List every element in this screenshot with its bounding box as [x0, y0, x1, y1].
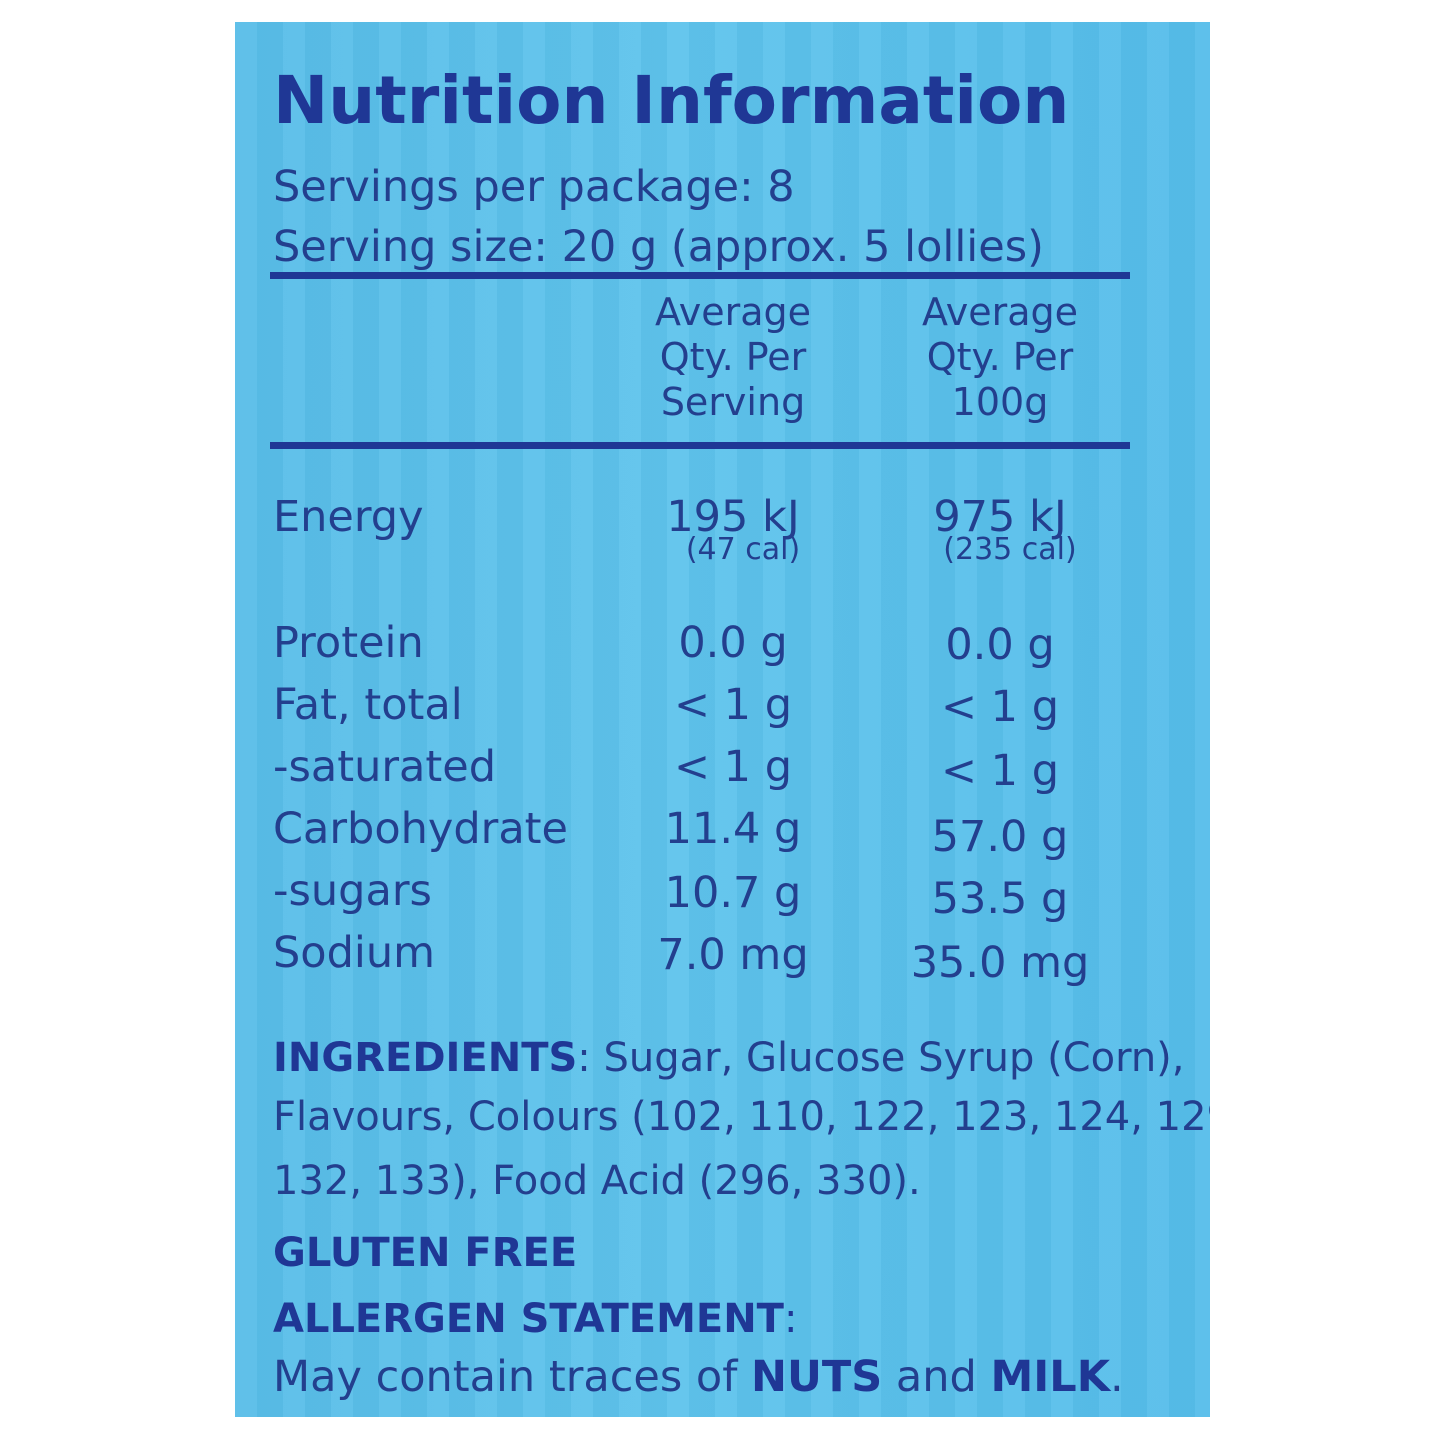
allergen-heading: ALLERGEN STATEMENT: [273, 1296, 784, 1342]
gluten-free-statement: GLUTEN FREE: [273, 1230, 578, 1276]
allergen-colon: :: [783, 1296, 798, 1342]
allergen-suffix: .: [1110, 1352, 1124, 1402]
ingredients-line-1: INGREDIENTS: Sugar, Glucose Syrup (Corn)…: [273, 1027, 1184, 1089]
sugars-per-serving: 10.7 g: [664, 868, 802, 918]
energy-per-serving: 195 kJ: [666, 492, 800, 542]
protein-per-serving: 0.0 g: [678, 618, 788, 668]
protein-per-100g: 0.0 g: [945, 620, 1055, 670]
energy-per-100g-cal: (235 cal): [943, 532, 1077, 567]
sodium-per-100g: 35.0 mg: [910, 938, 1090, 988]
fat-total-per-serving: < 1 g: [673, 680, 793, 730]
carbohydrate-per-serving: 11.4 g: [664, 804, 802, 854]
energy-per-100g: 975 kJ: [933, 492, 1067, 542]
sugars-per-100g: 53.5 g: [931, 874, 1069, 924]
energy-per-serving-cal: (47 cal): [685, 532, 801, 567]
allergen-heading-line: ALLERGEN STATEMENT:: [273, 1296, 797, 1342]
fat-total-per-100g: < 1 g: [940, 682, 1060, 732]
column-header-per-serving: Average Qty. Per Serving: [654, 290, 812, 424]
allergen-nuts: NUTS: [751, 1352, 883, 1402]
ingredients-line-2: Flavours, Colours (102, 110, 122, 123, 1…: [273, 1094, 1210, 1140]
ingredients-line-3: 132, 133), Food Acid (296, 330).: [273, 1158, 921, 1204]
ingredients-text-1: : Sugar, Glucose Syrup (Corn),: [577, 1035, 1185, 1081]
row-label-fat-total: Fat, total: [273, 680, 463, 730]
divider-top: [270, 272, 1130, 279]
row-label-protein: Protein: [273, 618, 424, 668]
row-label-sodium: Sodium: [273, 928, 435, 978]
allergen-and: and: [882, 1352, 991, 1402]
saturated-per-100g: < 1 g: [940, 746, 1060, 796]
allergen-statement: May contain traces of NUTS and MILK.: [273, 1346, 1124, 1408]
row-label-energy: Energy: [273, 492, 424, 542]
servings-per-package: Servings per package: 8: [273, 162, 795, 212]
sodium-per-serving: 7.0 mg: [657, 930, 809, 980]
divider-header: [270, 442, 1130, 449]
allergen-milk: MILK: [990, 1352, 1111, 1402]
label-title: Nutrition Information: [273, 62, 1070, 139]
nutrition-panel: Nutrition Information Servings per packa…: [235, 22, 1210, 1417]
ingredients-heading: INGREDIENTS: [273, 1035, 578, 1081]
carbohydrate-per-100g: 57.0 g: [931, 812, 1069, 862]
row-label-sugars: -sugars: [273, 866, 432, 916]
row-label-carbohydrate: Carbohydrate: [273, 804, 568, 854]
allergen-prefix: May contain traces of: [273, 1352, 752, 1402]
saturated-per-serving: < 1 g: [673, 742, 793, 792]
row-label-saturated: -saturated: [273, 742, 497, 792]
column-header-per-100g: Average Qty. Per 100g: [921, 290, 1079, 424]
serving-size: Serving size: 20 g (approx. 5 lollies): [273, 222, 1044, 272]
